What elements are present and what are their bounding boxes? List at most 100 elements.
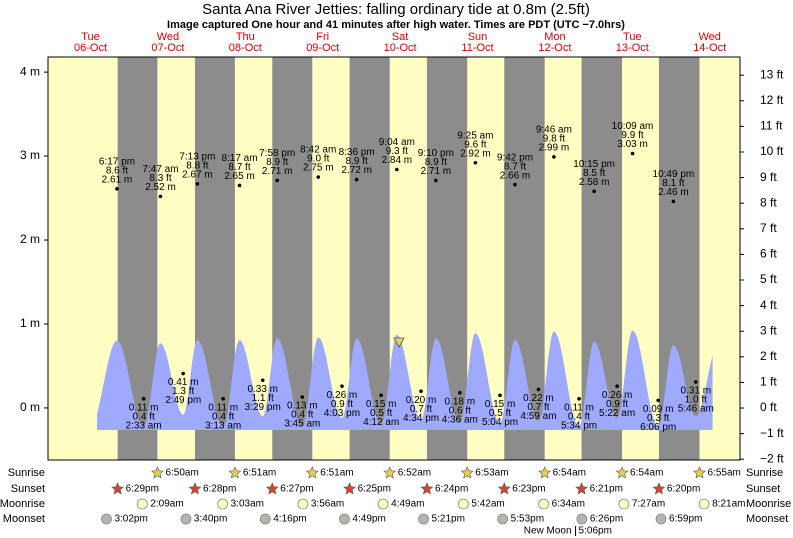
tide-label: 0.4 ft bbox=[568, 411, 590, 422]
y2-tick-label: 2 ft bbox=[760, 349, 777, 363]
tide-label: 3:29 pm bbox=[245, 402, 281, 413]
moonset-time: 6:59pm bbox=[669, 514, 702, 525]
tide-label: 0.9 ft bbox=[331, 399, 353, 410]
row-label: Sunrise bbox=[746, 467, 783, 479]
event-icon bbox=[217, 498, 229, 510]
tide-point bbox=[379, 393, 383, 398]
tide-label: 5:04 pm bbox=[482, 417, 518, 428]
tide-label: 8.5 ft bbox=[583, 168, 605, 179]
tide-label: 9.0 ft bbox=[307, 154, 329, 165]
day-date: 07-Oct bbox=[151, 42, 184, 54]
day-date: 12-Oct bbox=[538, 42, 571, 54]
y-tick-label: 2 m bbox=[20, 232, 40, 246]
current-tide-marker bbox=[393, 337, 405, 348]
y2-tick-label: −2 ft bbox=[760, 451, 784, 465]
day-name: Wed bbox=[698, 31, 720, 43]
tide-label: 0.7 ft bbox=[527, 402, 549, 413]
row-label: Moonset bbox=[3, 513, 45, 525]
y2-tick-label: 5 ft bbox=[760, 272, 777, 286]
day-date: 09-Oct bbox=[306, 42, 339, 54]
day-date: 08-Oct bbox=[229, 42, 262, 54]
tide-label: 2.92 m bbox=[460, 148, 491, 159]
tide-label: 2.99 m bbox=[539, 143, 570, 154]
chart-subtitle: Image captured One hour and 41 minutes a… bbox=[167, 19, 625, 31]
tide-label: 2.65 m bbox=[224, 171, 255, 182]
tide-point bbox=[354, 177, 359, 182]
day-date: 11-Oct bbox=[461, 42, 493, 54]
day-name: Sat bbox=[392, 31, 409, 43]
event-icon bbox=[383, 466, 397, 479]
tide-label: 0.5 ft bbox=[489, 408, 511, 419]
moonrise-time: 7:27am bbox=[632, 499, 665, 510]
tide-label: 8:36 pm bbox=[339, 147, 375, 158]
sunrise-time: 6:51am bbox=[320, 468, 353, 479]
sunset-time: 6:24pm bbox=[435, 484, 468, 495]
tide-label: 3:13 am bbox=[205, 420, 241, 431]
tide-curve bbox=[97, 330, 713, 430]
tide-point bbox=[158, 194, 163, 199]
row-label: Moonset bbox=[746, 513, 788, 525]
event-icon bbox=[652, 482, 666, 495]
tide-point bbox=[473, 160, 478, 165]
tide-label: 4:03 pm bbox=[324, 408, 360, 419]
tide-point bbox=[221, 396, 225, 401]
tide-label: 1.3 ft bbox=[172, 386, 194, 397]
tide-label: 9.6 ft bbox=[464, 139, 486, 150]
y2-tick-label: 3 ft bbox=[760, 323, 777, 337]
sunset-time: 6:29pm bbox=[126, 484, 159, 495]
tide-label: 4:36 am bbox=[442, 414, 478, 425]
event-icon bbox=[377, 498, 389, 510]
event-icon bbox=[305, 466, 319, 479]
tide-point bbox=[671, 199, 676, 204]
event-icon bbox=[538, 466, 552, 479]
tide-label: 7:13 pm bbox=[179, 151, 215, 162]
tide-point bbox=[536, 387, 541, 392]
tide-label: 9.3 ft bbox=[386, 146, 408, 157]
tide-label: 8.7 ft bbox=[228, 162, 250, 173]
event-icon bbox=[265, 482, 279, 495]
y2-tick-label: 7 ft bbox=[760, 221, 777, 235]
tide-label: 8:17 am bbox=[221, 153, 257, 164]
sunset-time: 6:21pm bbox=[590, 484, 623, 495]
moon-phase: New Moon bbox=[524, 526, 572, 537]
tide-label: 0.4 ft bbox=[132, 411, 154, 422]
tide-label: 2.71 m bbox=[421, 166, 452, 177]
tide-point bbox=[141, 396, 146, 401]
chart-foreground: Tue06-OctWed07-OctThu08-OctFri09-OctSat1… bbox=[0, 31, 791, 537]
tide-label: 0.4 ft bbox=[291, 410, 313, 421]
tide-label: 8.6 ft bbox=[106, 165, 128, 176]
tide-label: 2.67 m bbox=[182, 169, 213, 180]
tide-label: 4:59 am bbox=[520, 411, 556, 422]
event-icon bbox=[575, 482, 589, 495]
tide-point bbox=[498, 393, 502, 398]
moonset-time: 4:49pm bbox=[352, 514, 385, 525]
day-name: Sun bbox=[468, 31, 488, 43]
event-icon bbox=[460, 466, 474, 479]
tide-label: 7:58 pm bbox=[259, 148, 295, 159]
y2-tick-label: 11 ft bbox=[760, 119, 783, 133]
tide-label: 2:33 am bbox=[126, 420, 162, 431]
day-name: Tue bbox=[623, 31, 642, 43]
tide-point bbox=[630, 151, 635, 156]
tide-label: 8.7 ft bbox=[504, 161, 526, 172]
y2-tick-label: −1 ft bbox=[760, 426, 784, 440]
tide-label: 0.11 m bbox=[208, 402, 238, 413]
event-icon bbox=[538, 498, 549, 510]
tide-label: 3:45 am bbox=[284, 419, 320, 430]
tide-label: 10:09 am bbox=[612, 121, 654, 132]
sunset-time: 6:20pm bbox=[667, 484, 700, 495]
row-label: Sunset bbox=[11, 483, 45, 495]
event-icon bbox=[576, 513, 588, 525]
event-icon bbox=[618, 498, 630, 510]
day-name: Fri bbox=[316, 31, 329, 43]
sunrise-time: 6:53am bbox=[475, 468, 508, 479]
sunrise-time: 6:55am bbox=[708, 468, 741, 479]
tide-label: 2.66 m bbox=[500, 170, 531, 181]
tide-label: 0.11 m bbox=[564, 402, 594, 413]
tide-point bbox=[340, 384, 344, 388]
day-date: 06-Oct bbox=[74, 42, 107, 54]
day-date: 10-Oct bbox=[384, 42, 417, 54]
tide-label: 2.52 m bbox=[145, 182, 176, 193]
tide-label: 2.61 m bbox=[102, 174, 133, 185]
sunrise-time: 6:54am bbox=[553, 468, 586, 479]
